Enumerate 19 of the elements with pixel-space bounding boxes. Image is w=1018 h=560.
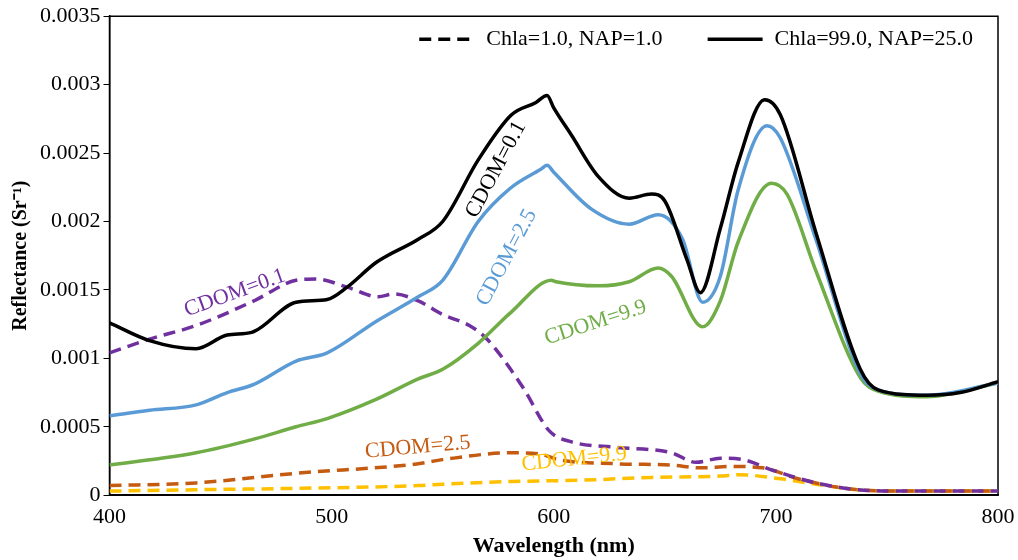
x-tick-label: 400 xyxy=(93,503,126,529)
x-tick-label: 600 xyxy=(537,503,571,529)
x-axis-title: Wavelength (nm) xyxy=(472,532,635,558)
y-tick-label: 0.002 xyxy=(51,207,101,233)
x-tick-label: 800 xyxy=(981,503,1015,529)
annotation: CDOM=2.5 xyxy=(363,428,472,463)
y-tick-label: 0.0025 xyxy=(40,138,101,164)
y-tick-label: 0.0015 xyxy=(40,275,101,301)
legend-label: Chla=1.0, NAP=1.0 xyxy=(486,24,663,50)
y-tick-label: 0.003 xyxy=(51,70,101,96)
x-tick-label: 500 xyxy=(315,503,349,529)
x-tick-label: 700 xyxy=(759,503,793,529)
y-tick-label: 0.001 xyxy=(51,344,101,370)
annotation: CDOM=9.9 xyxy=(520,439,628,476)
y-tick-label: 0.0005 xyxy=(40,412,101,438)
y-tick-label: 0 xyxy=(89,480,101,506)
y-tick-label: 0.0035 xyxy=(40,1,101,27)
y-axis-title: Reflectance (Sr⁻¹) xyxy=(8,180,32,331)
legend-label: Chla=99.0, NAP=25.0 xyxy=(774,24,974,50)
